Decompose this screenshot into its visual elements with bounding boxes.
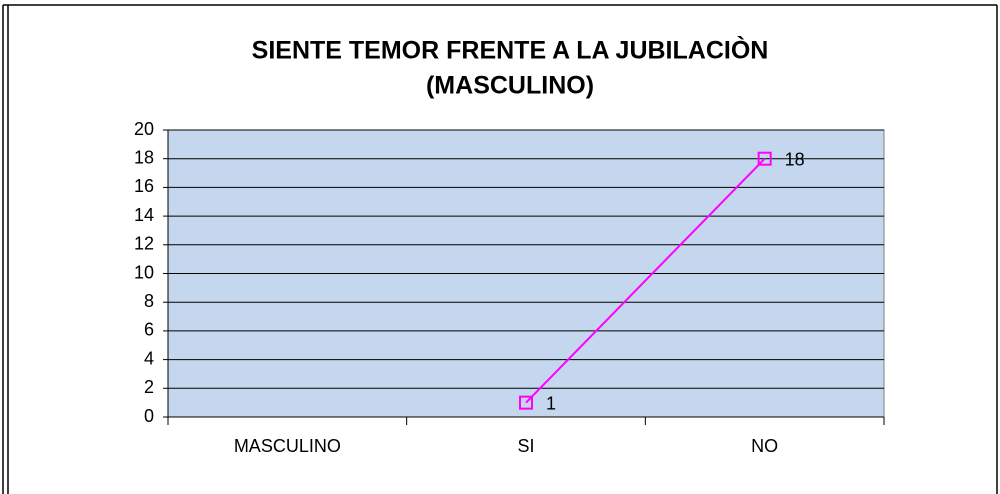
y-tick-label: 12 bbox=[134, 234, 154, 254]
y-tick-label: 18 bbox=[134, 147, 154, 167]
chart-title: (MASCULINO) bbox=[426, 72, 594, 100]
point-marker bbox=[757, 151, 772, 166]
y-tick-label: 2 bbox=[144, 377, 154, 397]
y-tick-label: 16 bbox=[134, 176, 154, 196]
y-tick-label: 14 bbox=[134, 205, 154, 225]
x-tick-label: NO bbox=[751, 436, 778, 456]
data-label: 18 bbox=[785, 149, 805, 169]
point-marker bbox=[519, 395, 533, 410]
x-tick-label: MASCULINO bbox=[234, 436, 341, 456]
y-tick-label: 10 bbox=[134, 262, 154, 282]
x-tick-label: SI bbox=[517, 436, 534, 456]
y-tick-label: 4 bbox=[144, 348, 154, 368]
y-tick-label: 20 bbox=[134, 119, 154, 139]
y-tick-label: 8 bbox=[144, 291, 154, 311]
y-tick-label: 0 bbox=[144, 406, 154, 426]
line-series bbox=[525, 158, 766, 404]
y-tick-label: 6 bbox=[144, 320, 154, 340]
chart-title: SIENTE TEMOR FRENTE A LA JUBILACIÒN bbox=[252, 35, 769, 65]
data-label: 1 bbox=[546, 393, 556, 413]
